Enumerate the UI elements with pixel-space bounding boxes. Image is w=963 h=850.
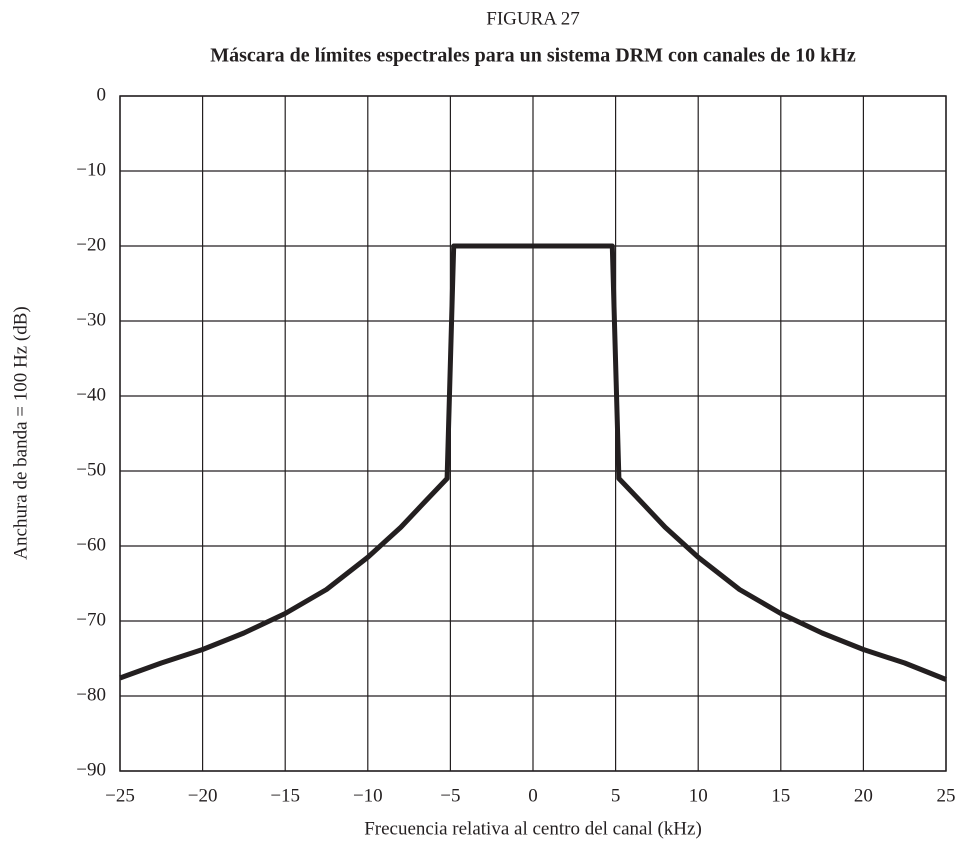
chart-subtitle: Máscara de límites espectrales para un s… xyxy=(210,45,856,67)
y-tick-label: −50 xyxy=(76,459,106,480)
x-tick-label: 0 xyxy=(528,785,538,806)
line xyxy=(119,243,947,682)
y-tick-label: −80 xyxy=(76,684,106,705)
y-tick-label: −70 xyxy=(76,609,106,630)
x-tick-label: 10 xyxy=(689,785,708,806)
y-tick-label: −40 xyxy=(76,384,106,405)
y-tick-label: −30 xyxy=(76,309,106,330)
x-tick-label: 5 xyxy=(611,785,621,806)
y-tick-label: −90 xyxy=(76,759,106,780)
x-tick-label: −20 xyxy=(188,785,218,806)
y-tick-label: 0 xyxy=(97,84,107,105)
x-tick-label: 25 xyxy=(937,785,956,806)
y-axis-label: Anchura de banda = 100 Hz (dB) xyxy=(10,306,31,559)
x-tick-label: −5 xyxy=(440,785,460,806)
chart-title: FIGURA 27 xyxy=(486,8,579,29)
y-tick-label: −10 xyxy=(76,159,106,180)
x-tick-label: 15 xyxy=(771,785,790,806)
y-tick-label: −20 xyxy=(76,234,106,255)
x-tick-label: −15 xyxy=(270,785,300,806)
x-tick-label: −25 xyxy=(105,785,135,806)
y-tick-label: −60 xyxy=(76,534,106,555)
x-tick-label: 20 xyxy=(854,785,873,806)
x-tick-label: −10 xyxy=(353,785,383,806)
x-axis-label: Frecuencia relativa al centro del canal … xyxy=(364,818,702,839)
